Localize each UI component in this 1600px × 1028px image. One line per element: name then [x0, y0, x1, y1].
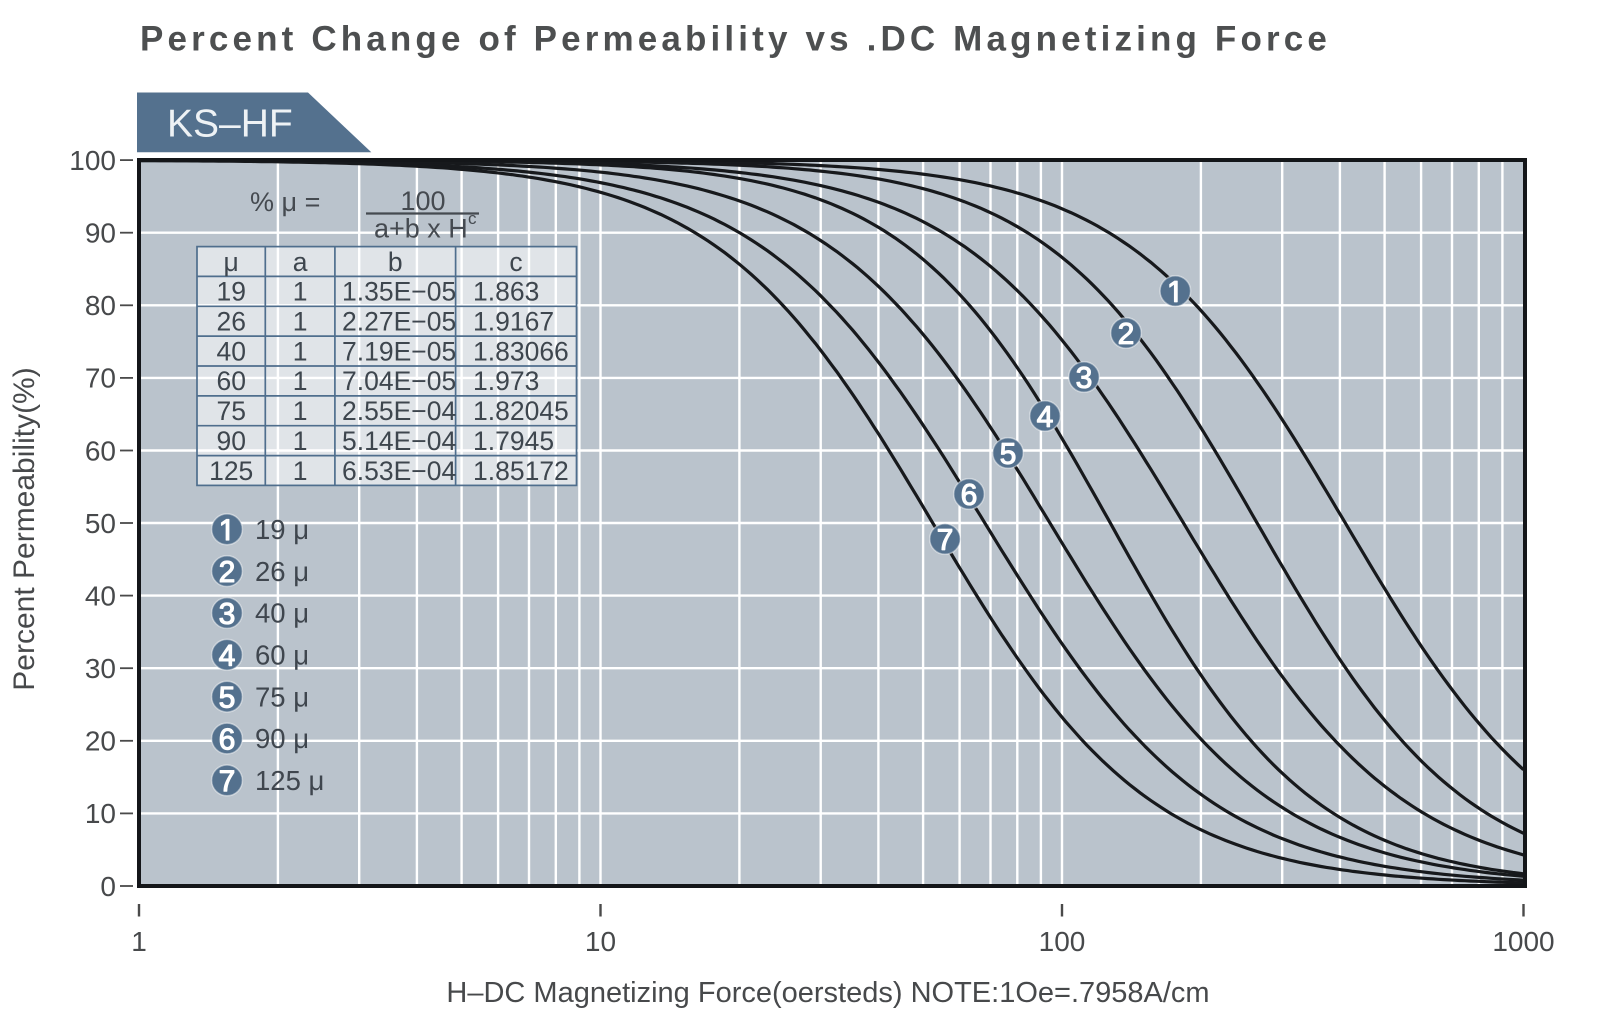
svg-text:H–DC Magnetizing Force(oersted: H–DC Magnetizing Force(oersteds) NOTE:1O…: [446, 977, 1209, 1009]
svg-text:40: 40: [216, 336, 245, 366]
svg-text:10: 10: [585, 926, 616, 957]
svg-text:KS–HF: KS–HF: [167, 103, 293, 146]
svg-text:a+b x H: a+b x H: [374, 214, 468, 244]
svg-text:b: b: [388, 247, 403, 277]
svg-text:60: 60: [216, 366, 245, 396]
svg-text:1.83066: 1.83066: [473, 336, 569, 366]
svg-text:40 μ: 40 μ: [255, 598, 309, 629]
svg-text:26: 26: [216, 307, 245, 337]
svg-text:7.19E−05: 7.19E−05: [342, 336, 456, 366]
svg-text:75: 75: [216, 396, 245, 426]
svg-text:10: 10: [85, 798, 116, 829]
svg-text:19 μ: 19 μ: [255, 514, 309, 545]
svg-text:1.35E−05: 1.35E−05: [342, 277, 456, 307]
svg-text:19: 19: [216, 277, 245, 307]
svg-text:0: 0: [100, 871, 116, 902]
svg-text:1000: 1000: [1492, 926, 1554, 957]
svg-text:c: c: [468, 209, 477, 228]
svg-text:1: 1: [293, 426, 308, 456]
svg-text:2.55E−04: 2.55E−04: [342, 396, 456, 426]
svg-text:100: 100: [400, 186, 445, 216]
svg-text:1.85172: 1.85172: [473, 456, 569, 486]
svg-text:1: 1: [293, 277, 308, 307]
svg-text:2.27E−05: 2.27E−05: [342, 307, 456, 337]
svg-text:1: 1: [131, 926, 147, 957]
svg-text:26 μ: 26 μ: [255, 556, 309, 587]
svg-text:1.973: 1.973: [473, 366, 539, 396]
svg-text:30: 30: [85, 653, 116, 684]
svg-text:50: 50: [85, 508, 116, 539]
svg-text:a: a: [293, 247, 308, 277]
svg-text:75 μ: 75 μ: [255, 681, 309, 712]
svg-text:90: 90: [216, 426, 245, 456]
svg-text:Percent Permeability(%): Percent Permeability(%): [8, 367, 41, 690]
svg-text:60: 60: [85, 435, 116, 466]
svg-text:70: 70: [85, 363, 116, 394]
svg-text:c: c: [509, 247, 522, 277]
svg-text:125 μ: 125 μ: [255, 765, 324, 796]
svg-text:% μ =: % μ =: [250, 187, 320, 217]
svg-text:1.7945: 1.7945: [473, 426, 554, 456]
svg-text:125: 125: [209, 456, 253, 486]
svg-text:100: 100: [69, 145, 116, 176]
svg-text:6.53E−04: 6.53E−04: [342, 456, 456, 486]
svg-text:1: 1: [293, 396, 308, 426]
svg-text:1: 1: [293, 307, 308, 337]
svg-text:90: 90: [85, 218, 116, 249]
svg-text:5.14E−04: 5.14E−04: [342, 426, 456, 456]
svg-text:80: 80: [85, 290, 116, 321]
svg-text:60 μ: 60 μ: [255, 639, 309, 670]
svg-text:40: 40: [85, 580, 116, 611]
svg-text:1.9167: 1.9167: [473, 307, 554, 337]
svg-text:1: 1: [293, 456, 308, 486]
svg-text:90 μ: 90 μ: [255, 723, 309, 754]
svg-text:μ: μ: [224, 247, 239, 277]
svg-text:Percent Change of Permeability: Percent Change of Permeability vs .DC Ma…: [140, 20, 1331, 59]
svg-text:1.863: 1.863: [473, 277, 539, 307]
svg-text:1: 1: [293, 366, 308, 396]
svg-text:100: 100: [1039, 926, 1086, 957]
svg-text:1.82045: 1.82045: [473, 396, 569, 426]
svg-text:1: 1: [293, 336, 308, 366]
svg-text:20: 20: [85, 726, 116, 757]
svg-text:7.04E−05: 7.04E−05: [342, 366, 456, 396]
